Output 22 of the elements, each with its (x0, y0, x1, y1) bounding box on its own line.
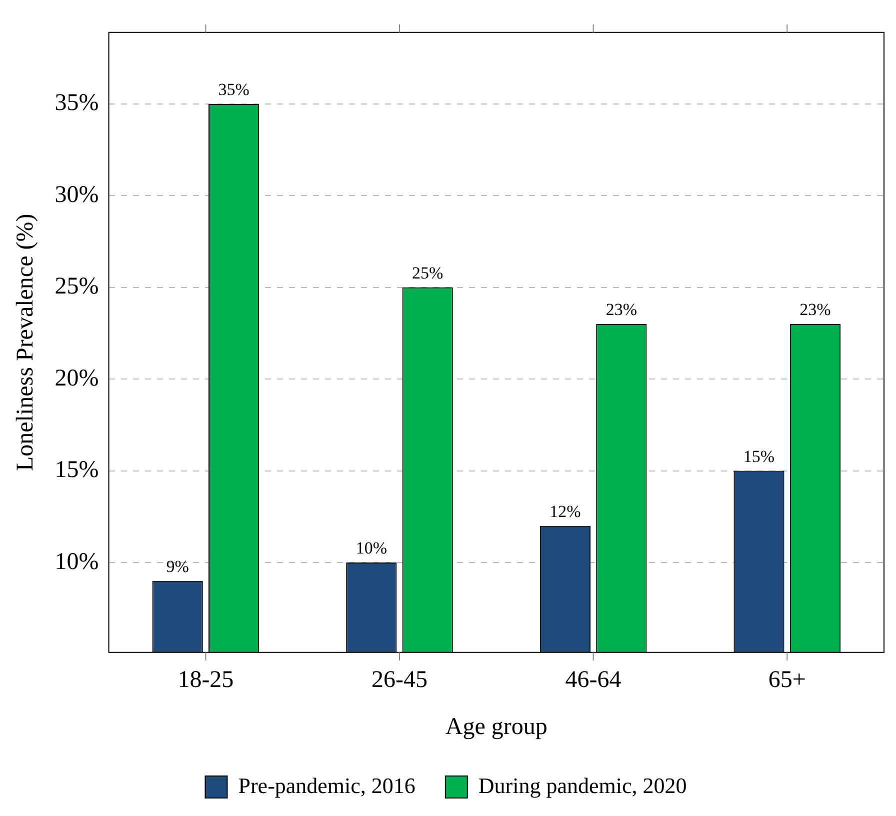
x-tick-label: 46-64 (565, 667, 622, 694)
data-label: 15% (743, 446, 775, 466)
data-label: 12% (550, 502, 581, 521)
y-tick-label: 35% (54, 90, 99, 116)
data-label: 35% (218, 80, 250, 99)
legend-label: During pandemic, 2020 (478, 772, 687, 798)
data-label: 23% (800, 300, 831, 320)
data-label: 25% (412, 263, 444, 282)
x-axis-title: Age group (445, 714, 548, 740)
y-tick-label: 25% (54, 274, 99, 300)
x-tick-label: 65+ (768, 667, 806, 694)
data-label: 9% (166, 556, 189, 576)
y-tick-label: 30% (54, 182, 99, 208)
y-tick-label: 20% (54, 365, 99, 392)
legend-label: Pre-pandemic, 2016 (238, 772, 416, 798)
data-label: 10% (356, 538, 387, 558)
data-label: 23% (606, 300, 637, 320)
y-axis-title: Loneliness Prevalence (%) (12, 214, 39, 472)
x-tick-label: 26-45 (371, 667, 428, 694)
y-tick-label: 15% (54, 457, 99, 484)
y-tick-label: 10% (54, 548, 99, 575)
x-tick-label: 18-25 (178, 667, 234, 694)
